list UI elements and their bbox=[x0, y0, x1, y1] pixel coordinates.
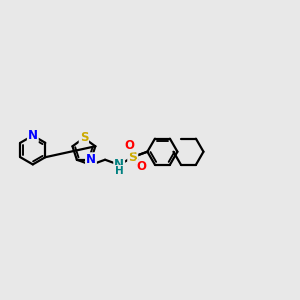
Text: N: N bbox=[114, 158, 124, 171]
Text: H: H bbox=[115, 166, 124, 176]
Text: S: S bbox=[128, 151, 137, 164]
Text: S: S bbox=[80, 131, 88, 145]
Text: O: O bbox=[124, 139, 134, 152]
Text: O: O bbox=[137, 160, 147, 173]
Text: N: N bbox=[86, 153, 96, 166]
Text: N: N bbox=[28, 129, 38, 142]
